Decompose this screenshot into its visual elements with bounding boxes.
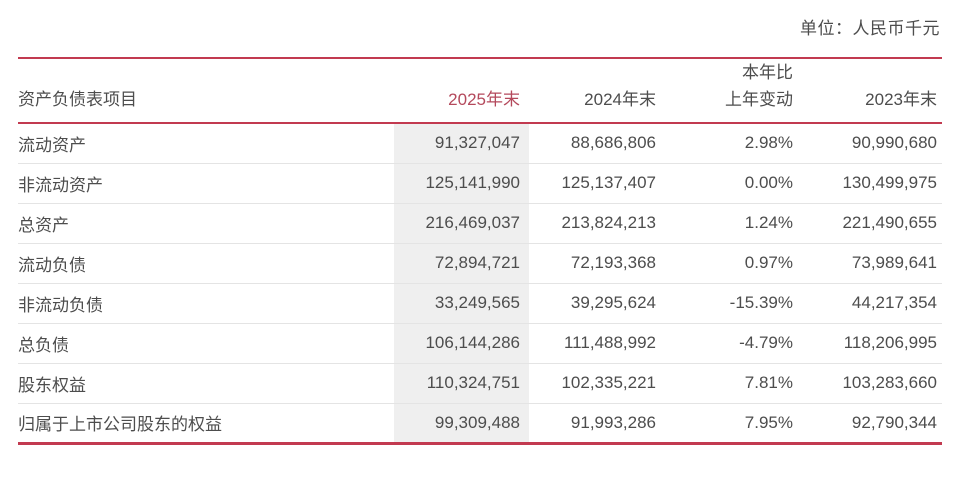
header-row: 资产负债表项目 2025年末 2024年末 本年比 上年变动 2023年末 (18, 58, 942, 123)
balance-sheet-table: 资产负债表项目 2025年末 2024年末 本年比 上年变动 2023年末 流动… (18, 57, 942, 445)
cell-2025: 110,324,751 (394, 362, 529, 403)
unit-label: 单位：人民币千元 (800, 19, 940, 38)
cell-change: 7.95% (659, 402, 793, 443)
cell-2023: 118,206,995 (793, 322, 942, 363)
cell-item: 流动资产 (18, 135, 86, 155)
header-item: 资产负债表项目 (18, 89, 137, 109)
cell-2024: 88,686,806 (570, 133, 656, 153)
header-change: 本年比 上年变动 (659, 58, 793, 123)
cell-2024: 91,993,286 (529, 402, 659, 443)
cell-item: 总资产 (18, 202, 394, 243)
cell-2025: 91,327,047 (394, 123, 529, 163)
cell-2025: 125,141,990 (394, 162, 529, 203)
cell-2023: 90,990,680 (851, 133, 937, 153)
cell-2025: 106,144,286 (394, 322, 529, 363)
cell-2023: 221,490,655 (793, 202, 942, 243)
cell-2024: 111,488,992 (529, 322, 659, 363)
cell-2024: 39,295,624 (529, 282, 659, 323)
cell-2023: 73,989,641 (793, 242, 942, 283)
cell-item: 流动负债 (18, 242, 394, 283)
cell-2023: 92,790,344 (793, 402, 942, 443)
cell-2025: 72,894,721 (394, 242, 529, 283)
table-header: 资产负债表项目 2025年末 2024年末 本年比 上年变动 2023年末 (18, 58, 942, 123)
table-row: 归属于上市公司股东的权益 99,309,488 91,993,286 7.95%… (18, 402, 942, 443)
cell-2023: 103,283,660 (793, 362, 942, 403)
header-2023: 2023年末 (865, 89, 937, 109)
header-2024: 2024年末 (584, 89, 656, 109)
cell-item: 股东权益 (18, 362, 394, 403)
header-change-line1: 本年比 (742, 63, 793, 83)
table-row: 流动资产 91,327,047 88,686,806 2.98% 90,990,… (18, 123, 942, 163)
cell-2025: 216,469,037 (394, 202, 529, 243)
header-change-line2: 上年变动 (725, 89, 793, 109)
header-2025: 2025年末 (448, 89, 520, 109)
cell-change: 0.00% (659, 162, 793, 203)
cell-change: 0.97% (659, 242, 793, 283)
cell-2023: 130,499,975 (793, 162, 942, 203)
table-row: 非流动负债 33,249,565 39,295,624 -15.39% 44,2… (18, 282, 942, 323)
cell-2023: 44,217,354 (793, 282, 942, 323)
table-row: 股东权益 110,324,751 102,335,221 7.81% 103,2… (18, 362, 942, 403)
cell-item: 总负债 (18, 322, 394, 363)
cell-change: 2.98% (744, 133, 793, 153)
table-row: 总负债 106,144,286 111,488,992 -4.79% 118,2… (18, 322, 942, 363)
cell-change: -4.79% (659, 322, 793, 363)
cell-2024: 102,335,221 (529, 362, 659, 403)
cell-2024: 125,137,407 (529, 162, 659, 203)
table-row: 总资产 216,469,037 213,824,213 1.24% 221,49… (18, 202, 942, 243)
table-row: 流动负债 72,894,721 72,193,368 0.97% 73,989,… (18, 242, 942, 283)
cell-item: 非流动资产 (18, 162, 394, 203)
cell-change: 7.81% (659, 362, 793, 403)
cell-item: 归属于上市公司股东的权益 (18, 402, 394, 443)
table-body: 流动资产 91,327,047 88,686,806 2.98% 90,990,… (18, 123, 942, 443)
cell-change: -15.39% (659, 282, 793, 323)
cell-item: 非流动负债 (18, 282, 394, 323)
cell-2024: 213,824,213 (529, 202, 659, 243)
cell-2025: 33,249,565 (394, 282, 529, 323)
cell-change: 1.24% (659, 202, 793, 243)
cell-2024: 72,193,368 (529, 242, 659, 283)
cell-2025: 99,309,488 (394, 402, 529, 443)
table-row: 非流动资产 125,141,990 125,137,407 0.00% 130,… (18, 162, 942, 203)
